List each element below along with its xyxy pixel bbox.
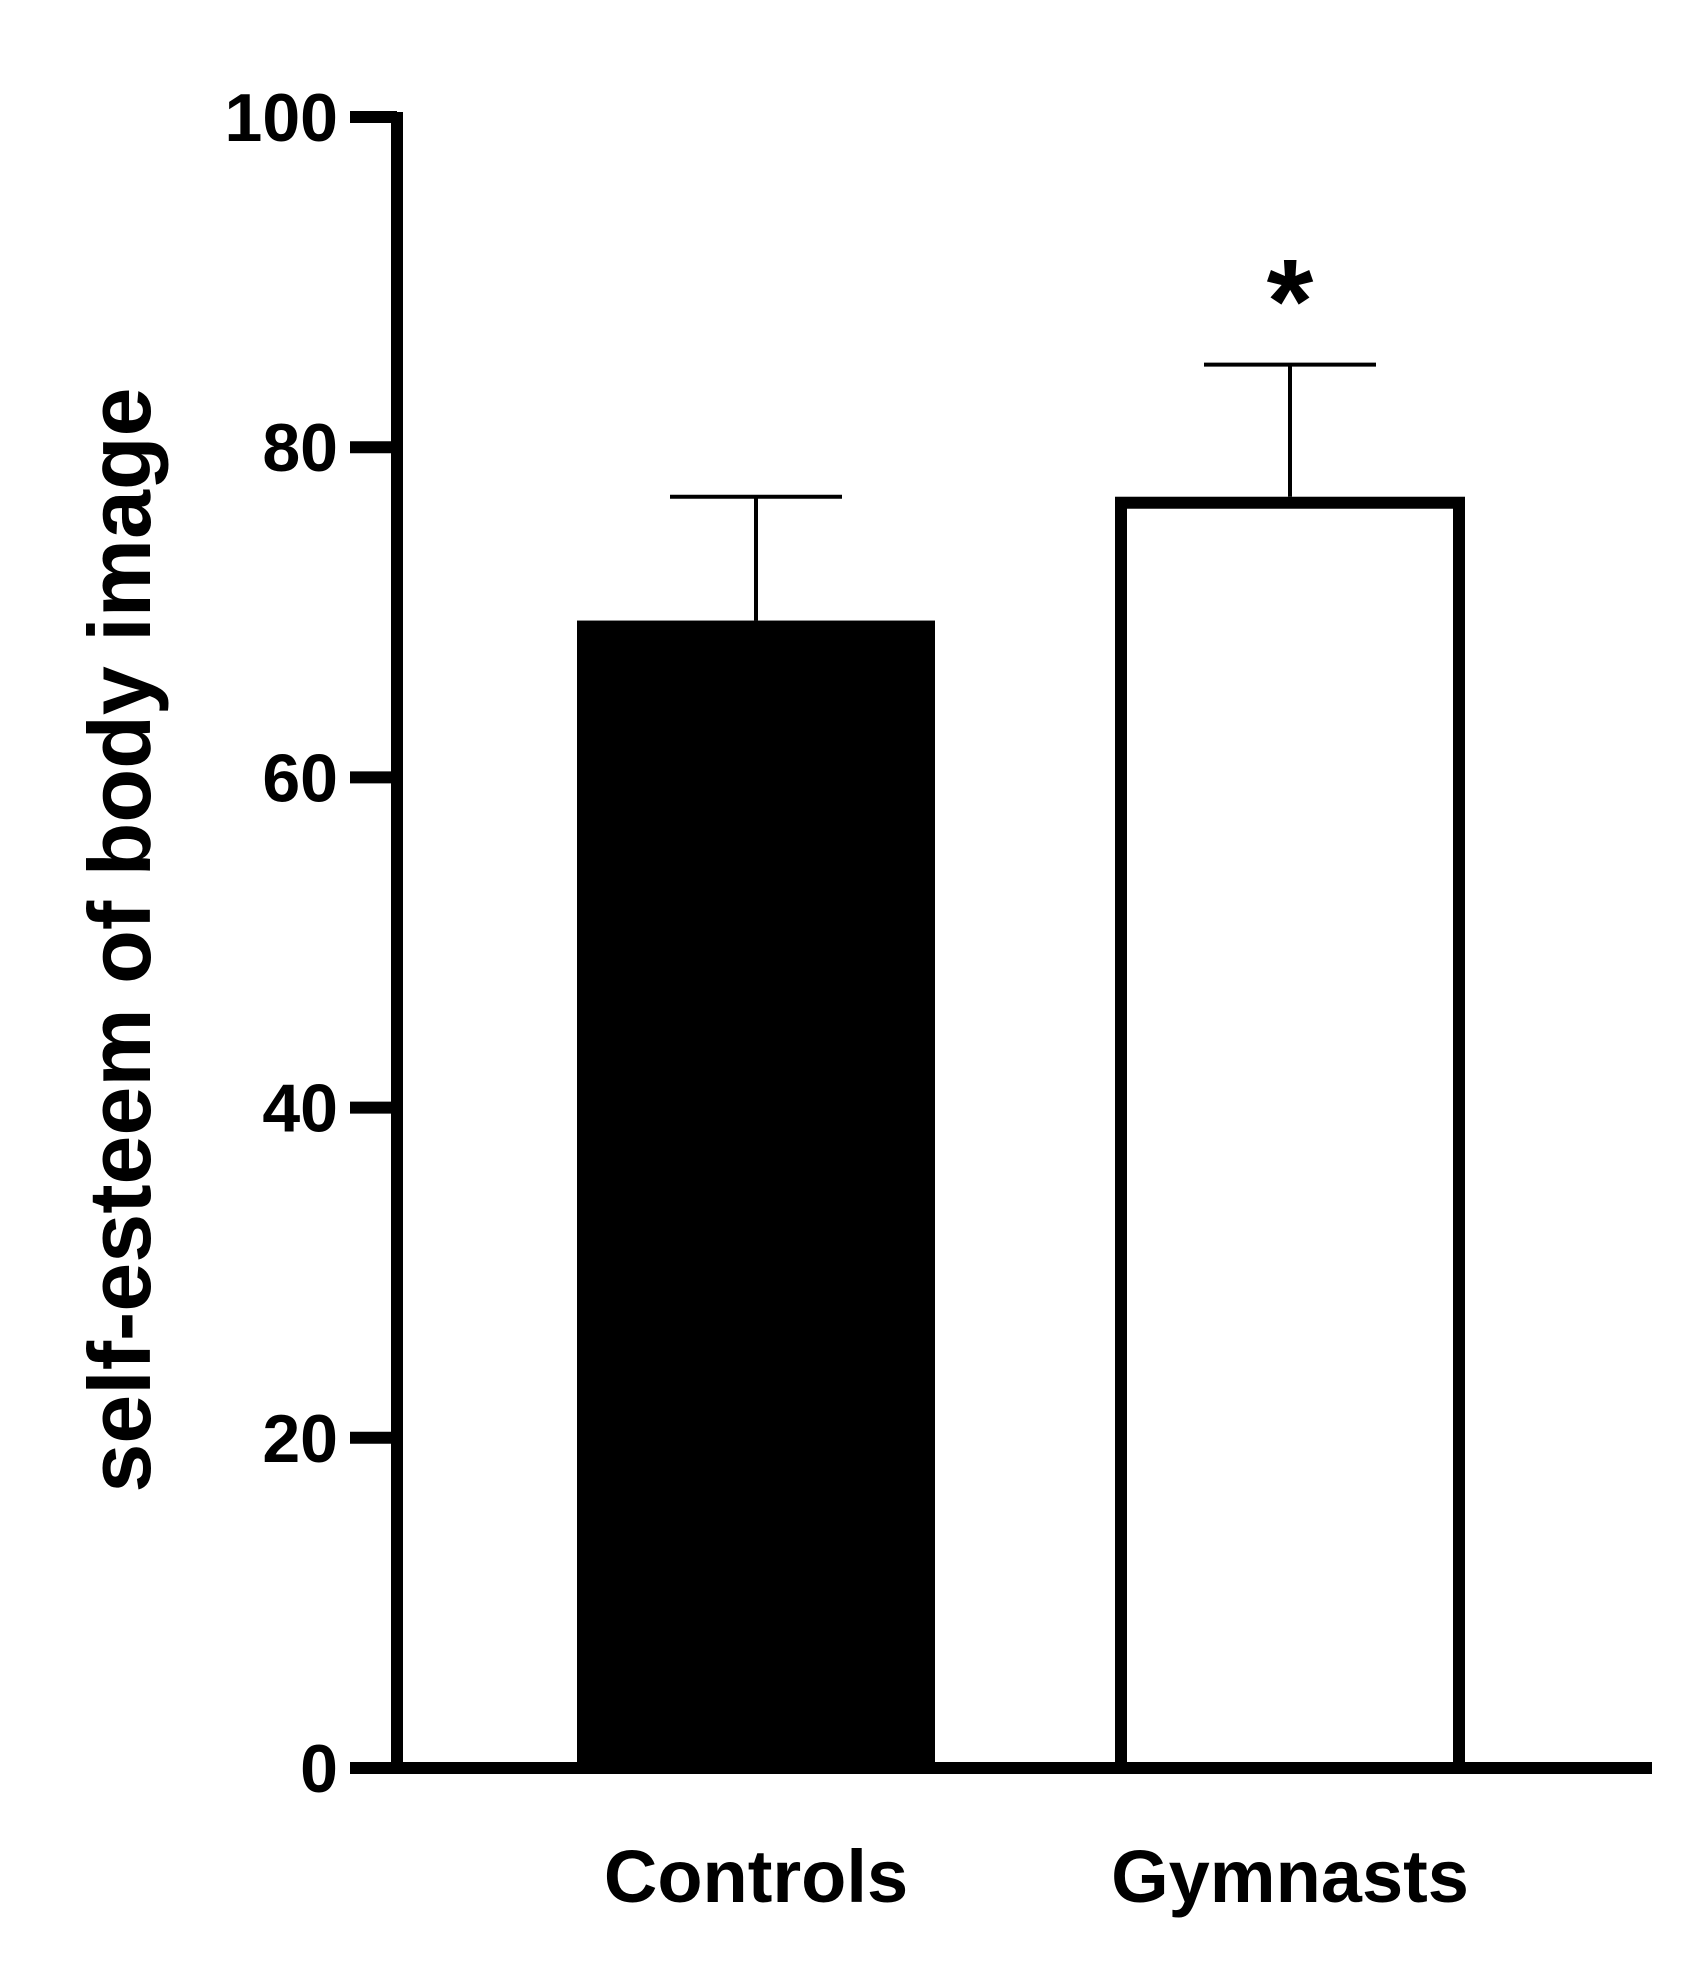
x-category-label: Controls (604, 1835, 908, 1918)
significance-marker: * (1267, 235, 1314, 369)
x-axis-categories: Controls Gymnasts (604, 1835, 1469, 1918)
y-tick-label: 80 (262, 410, 338, 486)
bar-gymnasts (1115, 496, 1465, 1775)
x-category-label: Gymnasts (1111, 1835, 1469, 1918)
y-axis-ticks: 0 20 40 60 80 100 (225, 80, 397, 1807)
bar-controls (577, 620, 935, 1769)
y-axis-title: self-esteem of body image (70, 387, 169, 1492)
y-tick-label: 0 (300, 1731, 338, 1807)
y-tick-label: 20 (262, 1401, 338, 1477)
y-tick-label: 40 (262, 1071, 338, 1147)
y-tick-label: 60 (262, 740, 338, 816)
y-tick-label: 100 (225, 80, 338, 156)
bar-series: * (577, 235, 1465, 1775)
